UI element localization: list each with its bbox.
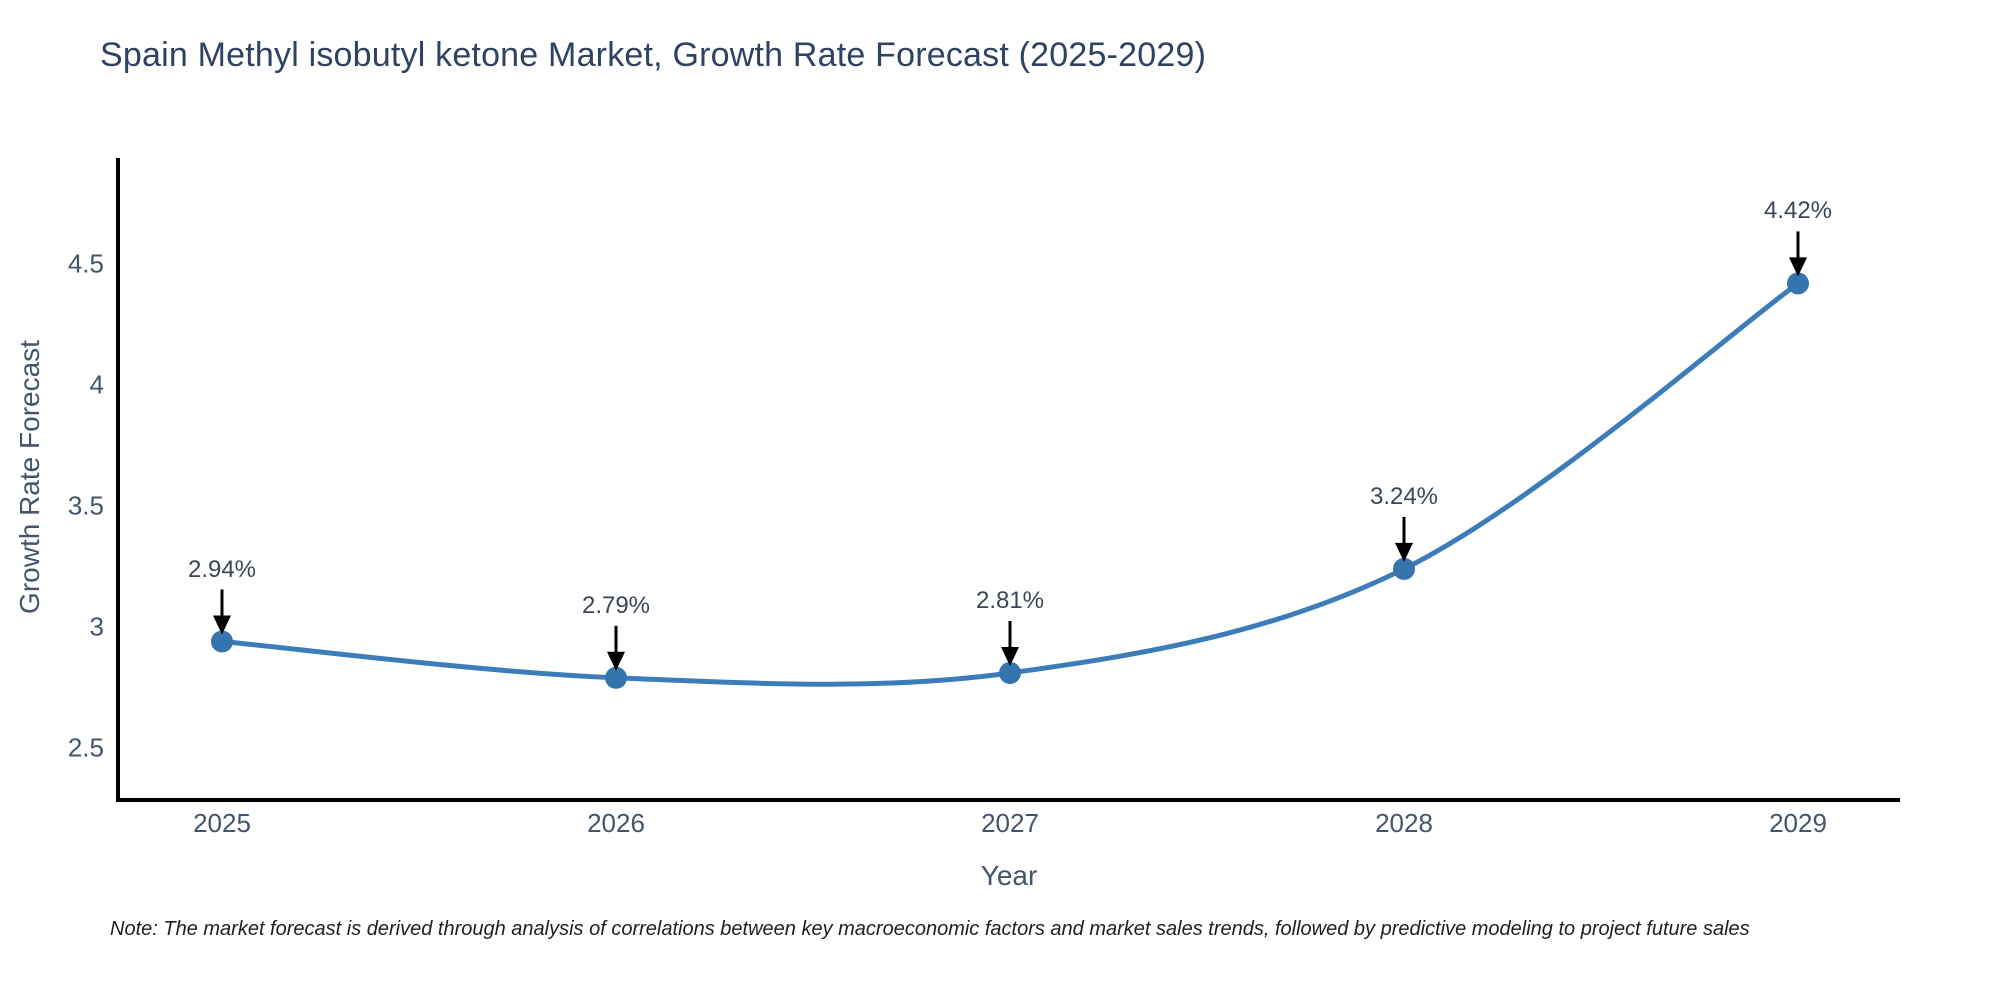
x-tick-label: 2029 — [1769, 808, 1827, 838]
point-value-label: 3.24% — [1369, 482, 1439, 510]
point-value-label: 2.79% — [581, 591, 651, 619]
data-point-marker[interactable] — [1393, 557, 1415, 580]
x-axis-title: Year — [980, 860, 1038, 891]
annotation-arrowhead — [1789, 257, 1807, 277]
y-tick-label: 3.5 — [67, 490, 104, 521]
y-tick-label: 4.5 — [67, 248, 104, 279]
data-point-marker[interactable] — [605, 666, 627, 689]
x-tick-label: 2027 — [981, 808, 1039, 838]
chart-title: Spain Methyl isobutyl ketone Market, Gro… — [100, 36, 1207, 74]
footnote: Note: The market forecast is derived thr… — [110, 918, 1750, 940]
annotation-arrowhead — [607, 651, 625, 671]
y-tick-label: 4 — [89, 369, 104, 400]
y-tick-label: 2.5 — [67, 732, 104, 763]
annotation-arrowhead — [1395, 542, 1413, 562]
x-tick-label: 2025 — [193, 808, 251, 838]
line-series — [211, 272, 1809, 689]
point-value-label: 4.42% — [1763, 197, 1833, 225]
y-tick-label: 3 — [89, 611, 104, 642]
series-line — [219, 280, 1801, 687]
axes — [116, 158, 1900, 802]
x-tick-label: 2026 — [587, 808, 645, 838]
annotation-arrows — [213, 231, 1807, 671]
annotation-arrowhead — [213, 615, 231, 635]
point-value-label: 2.94% — [187, 555, 257, 583]
data-point-marker[interactable] — [1787, 272, 1809, 295]
data-point-marker[interactable] — [211, 630, 233, 653]
x-tick-label: 2028 — [1375, 808, 1433, 838]
annotation-arrowhead — [1001, 646, 1019, 666]
point-value-label: 2.81% — [975, 586, 1045, 614]
data-point-marker[interactable] — [999, 661, 1021, 684]
